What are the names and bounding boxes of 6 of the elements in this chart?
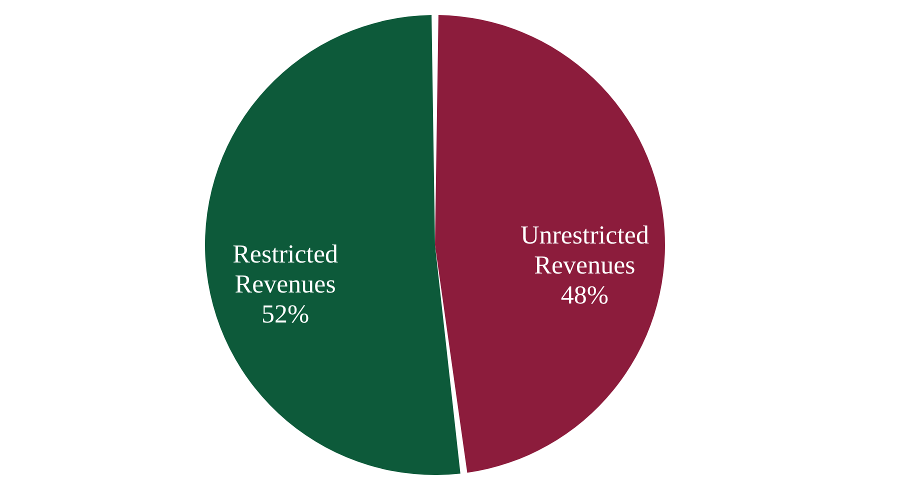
slice-label: Restricted Revenues (232, 239, 338, 298)
data-label: 52% (261, 299, 310, 328)
pie-slice (435, 15, 665, 473)
data-label: 48% (560, 280, 609, 310)
slice-label: Unrestricted Revenues (520, 220, 649, 280)
pie-slice (205, 15, 460, 475)
